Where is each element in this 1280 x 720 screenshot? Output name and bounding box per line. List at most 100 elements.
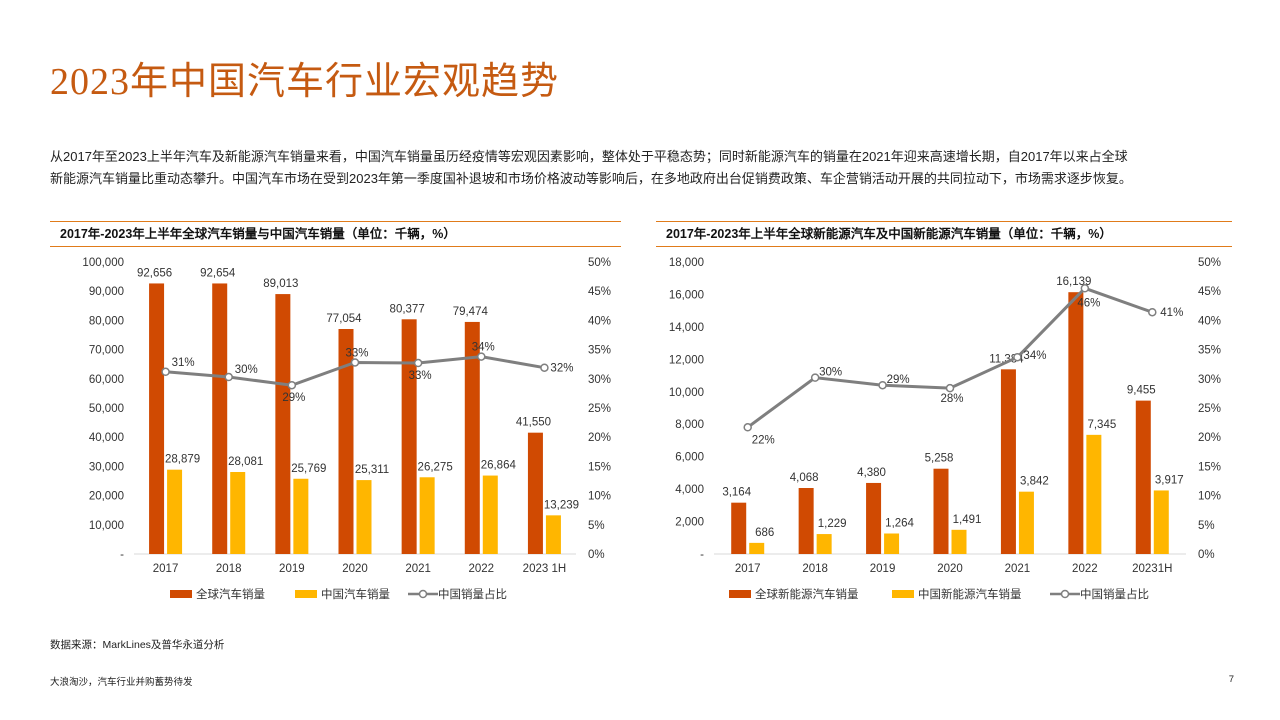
y-left-tick-label: 10,000 — [669, 387, 704, 399]
y-left-tick-label: 20,000 — [89, 491, 124, 503]
bar-global — [1135, 400, 1151, 554]
bar-global — [338, 329, 354, 554]
bar-china — [230, 472, 246, 554]
y-left-tick-label: 12,000 — [669, 354, 704, 366]
legend-swatch-share-marker — [418, 589, 428, 599]
y-right-tick-label: 20% — [1198, 432, 1221, 444]
bar-china-value-label: 25,769 — [291, 463, 326, 475]
y-left-tick-label: - — [700, 549, 704, 561]
y-left-tick-label: 40,000 — [89, 432, 124, 444]
chart-title: 2017年-2023年上半年全球新能源汽车及中国新能源汽车销量（单位：千辆，%） — [656, 221, 1232, 247]
share-point — [810, 373, 820, 382]
y-right-tick-label: 20% — [588, 432, 611, 444]
y-right-tick-label: 35% — [1198, 345, 1221, 357]
bar-china — [884, 533, 900, 554]
y-left-tick-label: 80,000 — [89, 315, 124, 327]
y-left-tick-label: 6,000 — [675, 452, 704, 464]
bar-global — [731, 502, 747, 554]
x-tick-label: 2017 — [735, 563, 761, 575]
share-point — [1148, 307, 1157, 317]
share-value-label: 31% — [172, 357, 195, 369]
y-right-tick-label: 30% — [588, 374, 611, 386]
share-value-label: 30% — [819, 367, 842, 379]
chart-global-vs-china-sales: - 10,000 20,000 30,000 40,000 50,000 60,000 70,… — [82, 257, 611, 601]
bar-china-value-label: 7,345 — [1087, 419, 1116, 431]
share-point — [477, 352, 486, 361]
chart-title: 2017年-2023年上半年全球汽车销量与中国汽车销量（单位：千辆，%） — [50, 221, 621, 247]
y-right-tick-label: 25% — [1198, 403, 1221, 415]
x-tick-label: 2019 — [279, 563, 305, 575]
y-right-tick-label: 0% — [1198, 549, 1215, 561]
bar-global-value-label: 92,654 — [200, 267, 236, 279]
share-value-label: 32% — [550, 363, 573, 375]
share-point — [287, 380, 297, 390]
share-point — [1013, 352, 1022, 362]
bar-china-value-label: 1,229 — [818, 518, 847, 530]
bar-china — [951, 529, 967, 554]
bar-china-value-label: 25,311 — [355, 464, 389, 476]
y-left-tick-label: 14,000 — [669, 322, 704, 334]
bar-china-value-label: 28,879 — [165, 454, 200, 466]
legend-swatch-china — [892, 590, 914, 598]
y-right-tick-label: 10% — [588, 491, 611, 503]
bar-global — [866, 482, 882, 554]
share-value-label: 30% — [235, 364, 258, 376]
y-right-tick-label: 30% — [1198, 374, 1221, 386]
y-left-tick-label: 70,000 — [89, 345, 124, 357]
share-value-label: 28% — [940, 393, 963, 405]
bar-global-value-label: 9,455 — [1127, 385, 1156, 397]
legend-label: 中国汽车销量 — [321, 587, 390, 601]
bar-china — [816, 534, 832, 554]
y-left-tick-label: 50,000 — [89, 403, 124, 415]
bar-global-value-label: 80,377 — [390, 303, 425, 315]
chart-panel-nev-sales: 2017年-2023年上半年全球新能源汽车及中国新能源汽车销量（单位：千辆，%）… — [656, 221, 1232, 637]
bar-global — [933, 468, 949, 554]
bar-global — [464, 321, 480, 554]
share-value-label: 41% — [1160, 307, 1183, 319]
share-point — [540, 363, 549, 372]
share-point — [945, 383, 955, 393]
bar-global-value-label: 4,380 — [857, 467, 886, 479]
x-tick-label: 2021 — [1005, 563, 1031, 575]
bar-global-value-label: 4,068 — [790, 472, 819, 484]
y-right-tick-label: 40% — [1198, 315, 1221, 327]
legend-label: 全球汽车销量 — [196, 587, 265, 601]
legend-swatch-global — [729, 590, 751, 598]
bar-china — [167, 469, 183, 554]
bar-china-value-label: 13,239 — [544, 499, 579, 511]
bar-china-value-label: 26,275 — [418, 461, 453, 473]
x-tick-label: 20231H — [1132, 563, 1172, 575]
bar-china-value-label: 3,842 — [1020, 476, 1049, 488]
bar-china-value-label: 26,864 — [481, 460, 517, 472]
legend-swatch-china — [295, 590, 317, 598]
x-tick-label: 2018 — [802, 563, 828, 575]
bar-china-value-label: 1,264 — [885, 517, 914, 529]
share-value-label: 34% — [1023, 350, 1046, 362]
bar-global-value-label: 92,656 — [137, 267, 172, 279]
chart-panel-global-vehicle-sales: 2017年-2023年上半年全球汽车销量与中国汽车销量（单位：千辆，%） - 10… — [50, 221, 621, 637]
x-tick-label: 2022 — [1072, 563, 1098, 575]
bar-china-value-label: 28,081 — [228, 456, 263, 468]
footer-text: 大浪淘沙，汽车行业并购蓄势待发 — [50, 677, 193, 688]
chart-global-vs-china-nev-sales: - 2,000 4,000 6,000 8,000 10,000 12,000 14,000 1… — [669, 257, 1221, 601]
share-point — [878, 380, 887, 390]
bar-global — [149, 283, 165, 554]
bar-china-value-label: 1,491 — [953, 514, 982, 526]
y-right-tick-label: 40% — [588, 315, 611, 327]
bar-global-value-label: 41,550 — [516, 417, 551, 429]
bar-china-value-label: 3,917 — [1155, 474, 1184, 486]
bar-china — [1086, 434, 1102, 554]
share-point — [1080, 284, 1090, 293]
share-value-label: 22% — [752, 434, 775, 446]
y-left-tick-label: 100,000 — [82, 257, 124, 269]
bar-global-value-label: 77,054 — [326, 313, 362, 325]
bar-china-value-label: 686 — [755, 527, 774, 539]
share-point — [224, 372, 233, 382]
legend-swatch-global — [170, 590, 192, 598]
share-value-label: 29% — [282, 392, 305, 404]
y-right-tick-label: 50% — [1198, 257, 1221, 269]
y-right-tick-label: 10% — [1198, 491, 1221, 503]
bar-china — [293, 478, 309, 554]
bar-china — [749, 542, 765, 554]
y-right-tick-label: 50% — [588, 257, 611, 269]
